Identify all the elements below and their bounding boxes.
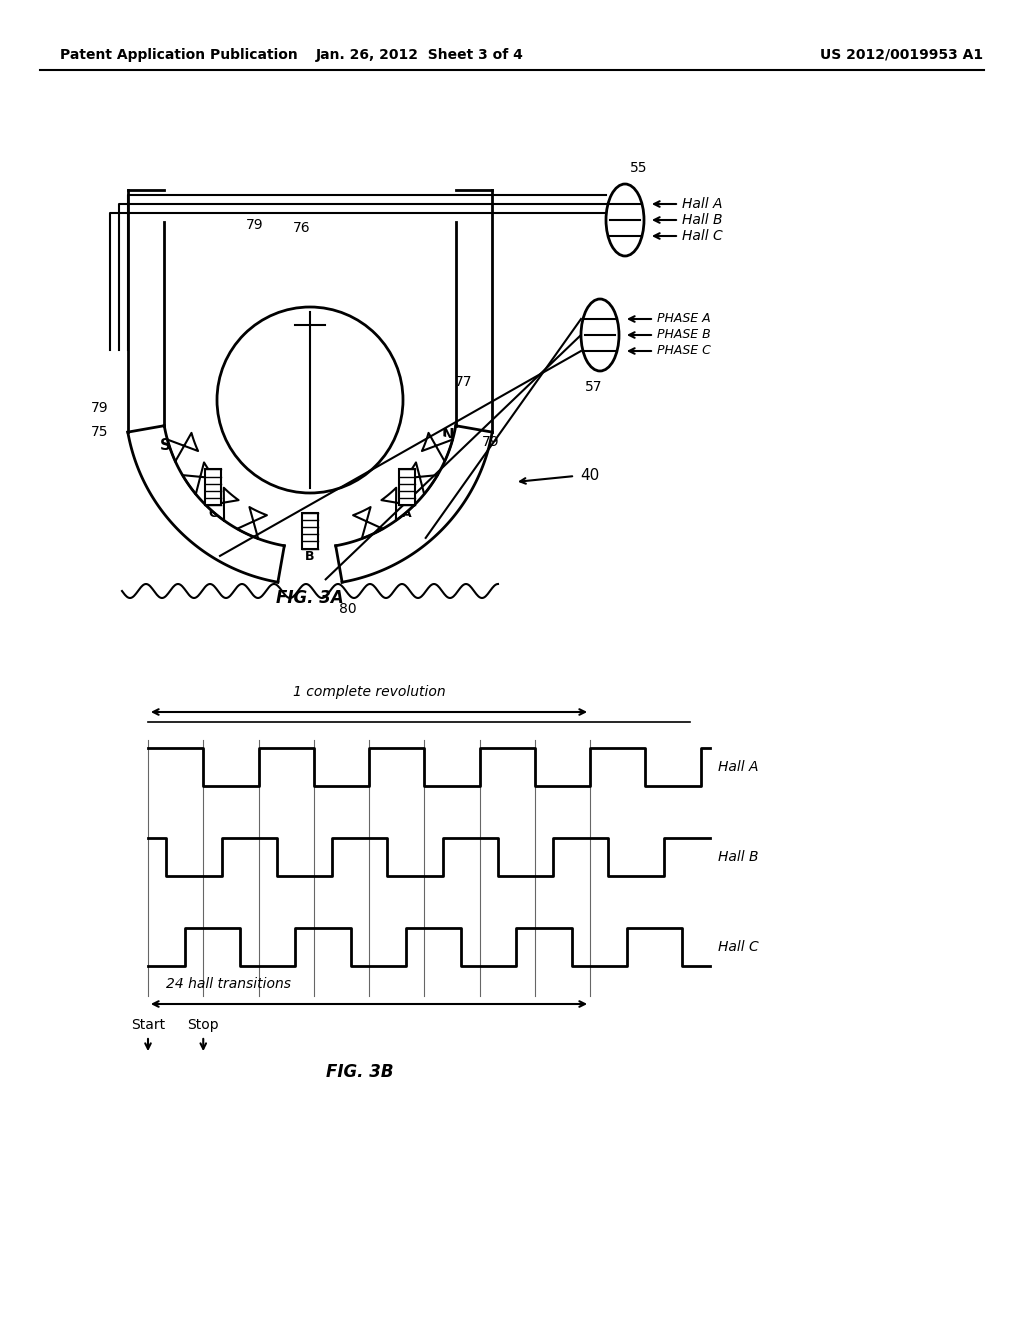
Text: PHASE C: PHASE C [657,345,711,358]
Text: S: S [333,372,343,388]
Text: Patent Application Publication: Patent Application Publication [60,48,298,62]
Polygon shape [167,433,198,462]
Text: Start: Start [131,1018,165,1032]
Text: 77: 77 [455,375,472,389]
Text: 40: 40 [580,467,599,483]
Text: Hall C: Hall C [682,228,723,243]
Text: 76: 76 [293,220,311,235]
Text: 79: 79 [90,401,108,414]
Text: Jan. 26, 2012  Sheet 3 of 4: Jan. 26, 2012 Sheet 3 of 4 [316,48,524,62]
Text: A: A [402,507,412,520]
Text: Hall B: Hall B [682,213,723,227]
Text: N: N [441,428,455,442]
Text: 24 hall transitions: 24 hall transitions [166,977,291,991]
Text: 80: 80 [339,602,356,616]
Text: 79: 79 [246,218,264,232]
Text: B: B [305,550,314,564]
Text: Hall B: Hall B [718,850,759,865]
Text: 79: 79 [482,436,500,449]
Text: Stop: Stop [187,1018,219,1032]
Polygon shape [381,487,414,520]
Ellipse shape [581,300,618,371]
Text: FIG. 3B: FIG. 3B [327,1063,394,1081]
Text: Hall C: Hall C [718,940,759,954]
Polygon shape [206,487,239,520]
Bar [302,512,318,549]
Text: 1 complete revolution: 1 complete revolution [293,685,445,700]
Polygon shape [336,425,493,582]
Polygon shape [404,462,437,494]
Text: 75: 75 [90,425,108,440]
Polygon shape [128,425,285,582]
Text: S: S [160,437,171,453]
Text: Hall A: Hall A [718,760,759,774]
Circle shape [217,308,403,492]
Text: US 2012/0019953 A1: US 2012/0019953 A1 [820,48,983,62]
Polygon shape [422,433,453,462]
Text: C: C [209,507,217,520]
Polygon shape [238,507,267,539]
Polygon shape [128,190,164,432]
Text: N: N [271,372,285,388]
Bar [399,470,415,506]
Text: Hall A: Hall A [682,197,723,211]
Polygon shape [182,462,215,494]
Text: PHASE A: PHASE A [657,313,711,326]
Text: PHASE B: PHASE B [657,329,711,342]
Polygon shape [353,507,383,539]
Bar [205,470,221,506]
Text: FIG. 3A: FIG. 3A [276,589,344,607]
Text: 57: 57 [585,380,602,393]
Polygon shape [456,190,493,432]
Text: 55: 55 [630,161,647,176]
Ellipse shape [606,183,644,256]
